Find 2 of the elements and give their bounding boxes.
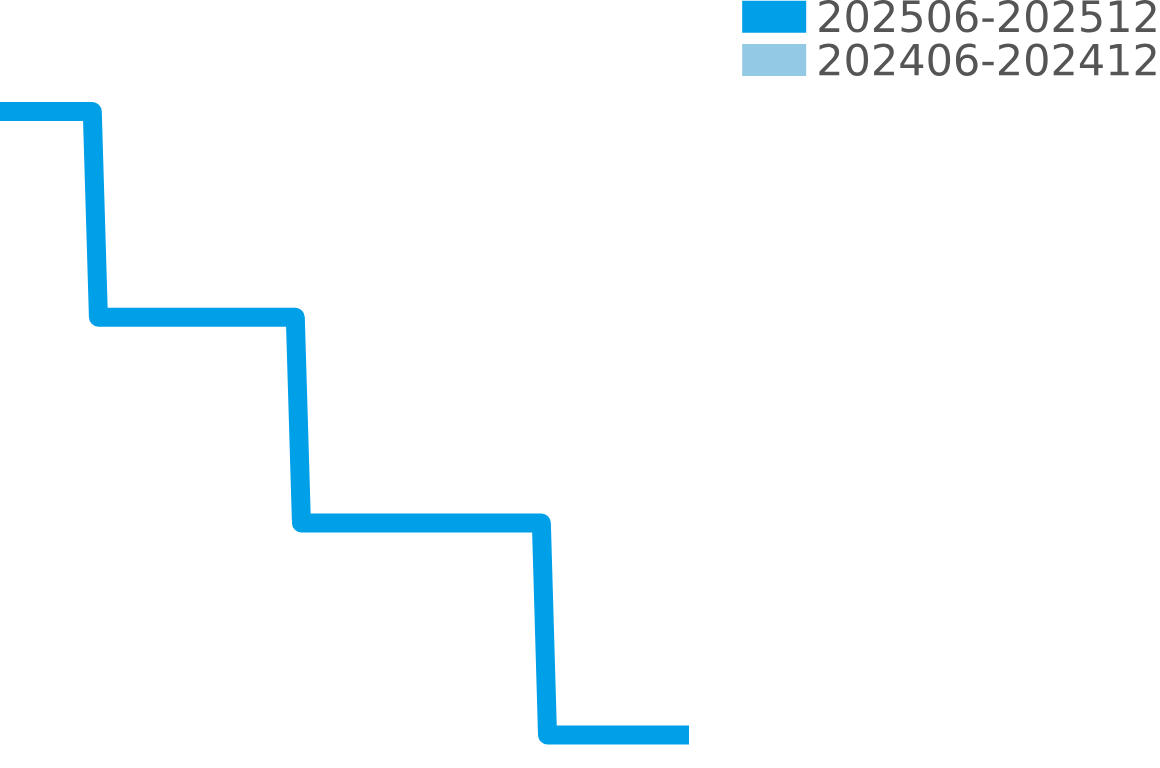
- legend-label: 202406-202412: [819, 43, 1156, 76]
- legend-label: 202506-202512: [819, 0, 1156, 33]
